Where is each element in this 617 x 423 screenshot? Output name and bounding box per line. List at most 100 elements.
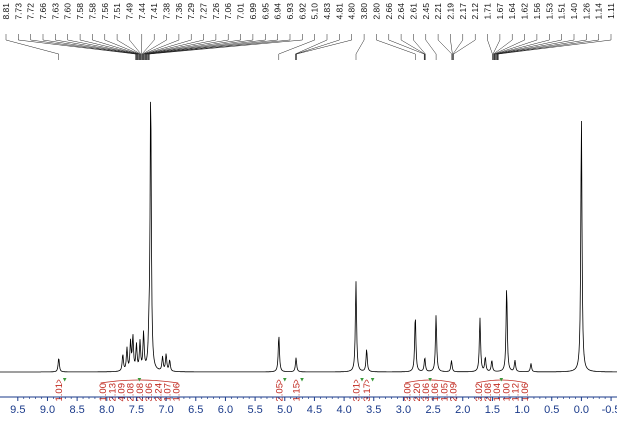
peak-connector [147,34,278,60]
peak-connector [145,34,229,60]
peak-connector [494,34,538,60]
peak-connector [55,34,138,60]
integral-value: 1.01 [54,383,65,402]
peak-connector [295,34,340,60]
peak-connector [400,34,426,60]
peak-label: 8.81 [1,3,11,20]
peak-connector [413,34,426,60]
peak-label: 7.29 [186,3,196,20]
peak-label: 1.51 [557,3,567,20]
integral-marker [300,378,304,382]
integral-marker [137,378,142,382]
integral-value: 2.08 [135,383,146,402]
spectrum-trace [0,101,617,373]
peak-connector [437,34,453,60]
peak-label: 2.45 [421,3,431,20]
peak-label: 5.10 [310,3,320,20]
x-axis-tick-label: 3.5 [366,404,381,416]
peak-connector [144,34,217,60]
peak-connector [376,34,416,60]
peak-connector [79,34,139,60]
peak-label: 7.06 [223,3,233,20]
peak-connector [129,34,142,60]
integral-value: 1.06 [172,383,183,402]
peak-connector [278,34,315,60]
peak-connector [487,34,493,60]
x-axis-tick-label: 0.5 [544,404,559,416]
x-axis-tick-label: 1.5 [485,404,500,416]
integral-marker [499,378,504,382]
integral-value: 1.05 [439,383,450,402]
peak-connector [143,34,192,60]
peak-label: 1.14 [594,3,604,20]
peak-label: 6.92 [297,3,307,20]
peak-label: 1.11 [606,3,616,19]
x-axis-tick-label: 8.0 [99,404,114,416]
peak-connector [453,34,476,60]
peak-label: 7.56 [100,3,110,20]
integral-value: 1.06 [520,383,531,402]
integral-marker [370,378,375,382]
peak-label: 1.56 [532,3,542,20]
x-axis-tick-label: -0.5 [602,404,617,416]
peak-label: 2.19 [446,3,456,20]
integral-marker [428,378,432,382]
integral-marker [283,378,287,382]
peak-label: 1.40 [569,3,579,20]
integral-value: 2.24 [153,383,164,402]
integral-value: 3.02 [474,383,485,402]
integral-value: 2.20 [412,383,423,402]
peak-connector [497,34,599,60]
integral-bracket [353,379,359,384]
integral-value: 1.06 [430,383,441,402]
peak-label-connectors [5,34,612,60]
peak-connector [425,34,437,60]
integral-value: 1.07 [163,383,174,402]
peak-connector [146,34,254,60]
x-axis-tick-label: 0.0 [574,404,589,416]
peak-connector [495,34,550,60]
peak-connector [142,34,167,60]
integral-value: 1.00 [98,383,109,402]
peak-connector [495,34,562,60]
peak-connector [116,34,141,60]
x-axis-tick-label: 1.0 [514,404,529,416]
peak-connector [493,34,513,60]
peak-label: 2.80 [371,3,381,20]
peak-connector [493,34,525,60]
x-axis-tick-label: 7.0 [158,404,173,416]
integral-value: 1.00 [501,383,512,402]
peak-connector [143,34,180,60]
x-axis-tick-label: 8.5 [69,404,84,416]
peak-connector [144,34,204,60]
peak-connector [388,34,425,60]
peak-label: 7.63 [50,3,60,20]
integral-bracket [276,379,282,384]
peak-label: 2.61 [408,3,418,20]
integral-group: 1.01 1.002.134.092.082.083.062.241.071.06… [54,378,531,402]
peak-connector [92,34,140,60]
peak-label: 4.83 [322,3,332,20]
peak-connector [496,34,587,60]
x-axis-tick-label: 3.0 [396,404,411,416]
integral-value: 2.09 [449,383,460,402]
peak-label: 6.93 [285,3,295,20]
peak-label: 7.51 [112,3,122,20]
peak-label: 2.66 [384,3,394,20]
integral-value: 2.08 [483,383,494,402]
integral-value: 3.00 [403,383,414,402]
peak-connector [452,34,464,60]
peak-label: 7.49 [125,3,135,20]
peak-label: 7.26 [211,3,221,20]
peak-label: 2.64 [396,3,406,20]
peak-label: 7.58 [75,3,85,20]
peak-connector [147,34,266,60]
x-axis-tick-label: 5.5 [247,404,262,416]
peak-connector [496,34,575,60]
peak-label: 3.80 [359,3,369,20]
peak-connector [498,34,612,60]
integral-value: 3.01 [352,383,363,402]
integral-value: 1.04 [492,383,503,402]
peak-label: 7.44 [137,3,147,20]
peak-connector [67,34,139,60]
